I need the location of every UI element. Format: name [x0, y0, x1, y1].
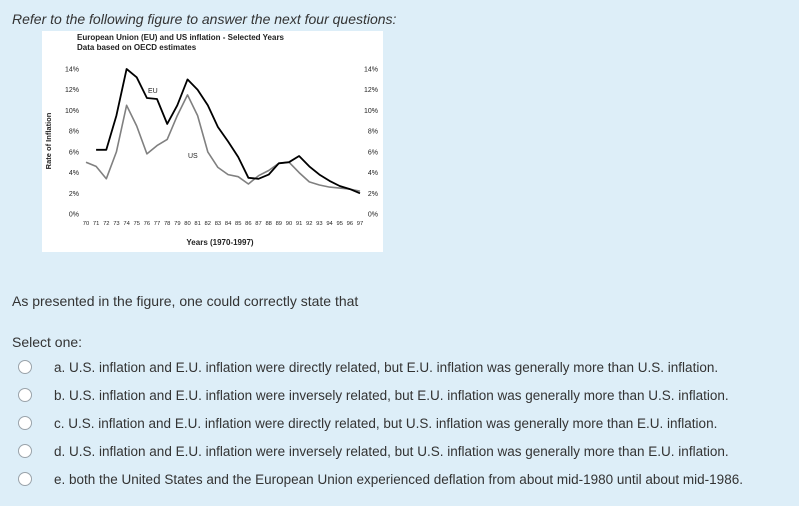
x-tick-label: 75 — [134, 221, 140, 227]
x-tick-label: 71 — [93, 221, 99, 227]
radio-button-d[interactable] — [18, 444, 32, 458]
inflation-chart-figure: European Union (EU) and US inflation - S… — [42, 31, 383, 252]
y-tick-left: 8% — [69, 129, 79, 136]
y-tick-left: 4% — [69, 170, 79, 177]
option-a[interactable]: a. U.S. inflation and E.U. inflation wer… — [18, 356, 718, 378]
option-b[interactable]: b. U.S. inflation and E.U. inflation wer… — [18, 384, 729, 406]
x-tick-label: 73 — [113, 221, 119, 227]
x-tick-label: 95 — [336, 221, 342, 227]
option-a-label: a. U.S. inflation and E.U. inflation wer… — [54, 359, 719, 375]
option-b-label: b. U.S. inflation and E.U. inflation wer… — [54, 387, 729, 403]
y-tick-right: 14% — [364, 67, 378, 74]
question-intro: Refer to the following figure to answer … — [12, 11, 397, 27]
x-tick-label: 86 — [245, 221, 251, 227]
x-tick-label: 82 — [205, 221, 211, 227]
y-axis-label: Rate of Inflation — [44, 112, 53, 169]
y-tick-right: 4% — [368, 170, 378, 177]
x-tick-label: 91 — [296, 221, 302, 227]
x-tick-label: 89 — [276, 221, 282, 227]
option-e-label: e. both the United States and the Europe… — [54, 471, 743, 487]
x-tick-label: 93 — [316, 221, 322, 227]
x-tick-label: 96 — [347, 221, 353, 227]
x-tick-label: 88 — [265, 221, 271, 227]
question-text: As presented in the figure, one could co… — [12, 293, 359, 309]
x-tick-label: 70 — [83, 221, 89, 227]
y-tick-right: 6% — [368, 149, 378, 156]
y-tick-left: 0% — [69, 212, 79, 219]
y-tick-right: 2% — [368, 191, 378, 198]
radio-button-c[interactable] — [18, 416, 32, 430]
x-tick-label: 74 — [123, 221, 130, 227]
y-tick-left: 6% — [69, 149, 79, 156]
chart-subtitle: Data based on OECD estimates — [77, 43, 197, 52]
x-tick-label: 84 — [225, 221, 232, 227]
x-tick-label: 97 — [357, 221, 363, 227]
y-tick-left: 10% — [65, 108, 79, 115]
eu-series-label: EU — [148, 88, 158, 95]
select-one-label: Select one: — [12, 334, 83, 350]
x-tick-label: 85 — [235, 221, 241, 227]
option-d[interactable]: d. U.S. inflation and E.U. inflation wer… — [18, 440, 729, 462]
x-tick-label: 92 — [306, 221, 312, 227]
y-tick-left: 12% — [65, 87, 79, 94]
x-tick-label: 79 — [174, 221, 180, 227]
inflation-line-chart: European Union (EU) and US inflation - S… — [44, 33, 378, 247]
x-tick-label: 72 — [103, 221, 109, 227]
x-tick-label: 87 — [255, 221, 261, 227]
option-d-label: d. U.S. inflation and E.U. inflation wer… — [54, 443, 729, 459]
x-tick-label: 94 — [326, 221, 333, 227]
y-tick-right: 0% — [368, 212, 378, 219]
option-e[interactable]: e. both the United States and the Europe… — [18, 468, 743, 490]
us-series-line — [85, 94, 361, 192]
chart-title: European Union (EU) and US inflation - S… — [77, 33, 285, 42]
us-series-label: US — [188, 153, 198, 160]
y-tick-right: 8% — [368, 129, 378, 136]
y-tick-right: 12% — [364, 87, 378, 94]
radio-button-b[interactable] — [18, 388, 32, 402]
option-c[interactable]: c. U.S. inflation and E.U. inflation wer… — [18, 412, 717, 434]
x-tick-label: 77 — [154, 221, 160, 227]
x-tick-label: 83 — [215, 221, 221, 227]
y-tick-left: 14% — [65, 67, 79, 74]
x-tick-label: 90 — [286, 221, 292, 227]
x-axis-label: Years (1970-1997) — [186, 238, 254, 247]
y-tick-right: 10% — [364, 108, 378, 115]
eu-series-line — [96, 68, 361, 195]
radio-button-a[interactable] — [18, 360, 32, 374]
x-tick-label: 78 — [164, 221, 170, 227]
x-tick-label: 76 — [144, 221, 150, 227]
x-tick-label: 81 — [194, 221, 200, 227]
y-tick-left: 2% — [69, 191, 79, 198]
x-tick-label: 80 — [184, 221, 190, 227]
option-c-label: c. U.S. inflation and E.U. inflation wer… — [54, 415, 718, 431]
radio-button-e[interactable] — [18, 472, 32, 486]
